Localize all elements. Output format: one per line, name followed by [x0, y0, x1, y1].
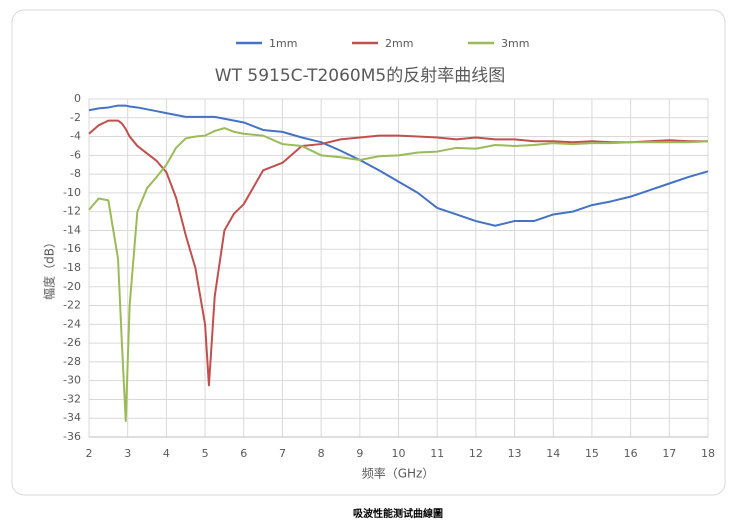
x-tick-label: 11: [430, 447, 444, 460]
x-tick-label: 5: [202, 447, 209, 460]
x-tick-label: 12: [469, 447, 483, 460]
series-line: [88, 127, 709, 423]
y-tick-label: -36: [63, 430, 81, 443]
y-tick-label: -24: [63, 317, 81, 330]
y-tick-label: -4: [70, 130, 81, 143]
y-tick-label: -32: [63, 392, 81, 405]
legend-label: 2mm: [385, 37, 413, 50]
y-tick-label: -10: [63, 186, 81, 199]
x-tick-label: 14: [546, 447, 560, 460]
y-tick-label: -26: [63, 336, 81, 349]
y-tick-label: -2: [70, 111, 81, 124]
x-tick-label: 2: [86, 447, 93, 460]
y-tick-label: -8: [70, 167, 81, 180]
y-tick-label: -18: [63, 261, 81, 274]
x-tick-label: 7: [279, 447, 286, 460]
legend-label: 3mm: [501, 37, 529, 50]
y-axis-label: 幅度（dB）: [42, 236, 57, 300]
y-tick-label: -6: [70, 148, 81, 161]
x-tick-label: 18: [701, 447, 715, 460]
x-tick-label: 16: [624, 447, 638, 460]
x-tick-label: 8: [318, 447, 325, 460]
series-line: [88, 119, 708, 387]
y-tick-label: -30: [63, 374, 81, 387]
x-tick-label: 13: [508, 447, 522, 460]
chart-frame: [11, 9, 726, 496]
x-axis-label: 频率（GHz）: [362, 466, 435, 481]
y-tick-label: -20: [63, 280, 81, 293]
y-tick-label: 0: [74, 92, 81, 105]
y-tick-label: -14: [63, 223, 81, 236]
caption: 吸波性能测试曲線圖: [353, 507, 443, 520]
series-line: [88, 104, 709, 227]
chart-title: WT 5915C-T2060M5的反射率曲线图: [215, 66, 505, 86]
x-tick-label: 15: [585, 447, 599, 460]
legend-label: 1mm: [269, 37, 297, 50]
y-tick-label: -34: [63, 411, 81, 424]
x-tick-label: 17: [662, 447, 676, 460]
x-tick-label: 6: [240, 447, 247, 460]
x-tick-label: 4: [163, 447, 170, 460]
y-tick-label: -22: [63, 299, 81, 312]
x-tick-label: 3: [124, 447, 131, 460]
y-tick-label: -12: [63, 205, 81, 218]
x-tick-label: 10: [392, 447, 406, 460]
x-tick-label: 9: [356, 447, 363, 460]
y-tick-label: -16: [63, 242, 81, 255]
y-tick-label: -28: [63, 355, 81, 368]
